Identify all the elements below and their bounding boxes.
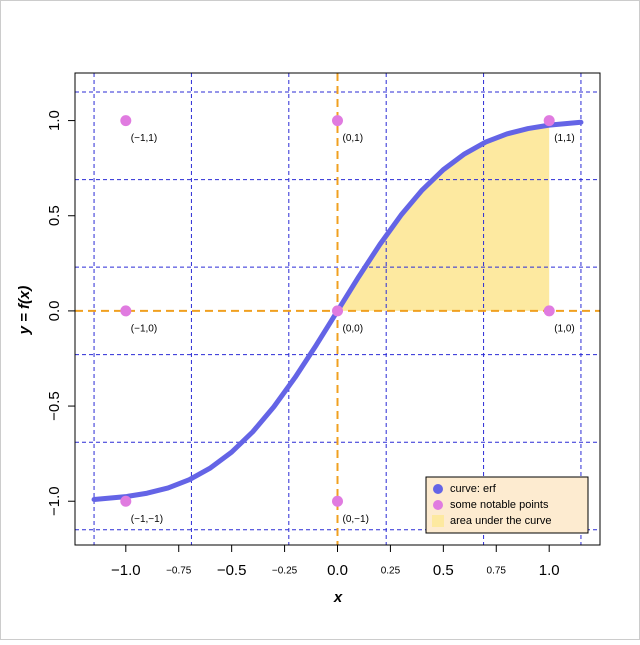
- x-tick-label: −0.25: [272, 566, 298, 577]
- y-tick-label: −1.0: [46, 486, 63, 516]
- point: [120, 115, 132, 127]
- x-tick-label: −0.75: [166, 566, 192, 577]
- point: [332, 115, 343, 127]
- x-axis-label: x: [333, 589, 343, 606]
- legend-label: some notable points: [450, 499, 549, 511]
- legend-swatch: [433, 500, 443, 510]
- y-tick-label: 0.0: [46, 300, 63, 321]
- point-label: (0,−1): [343, 514, 369, 525]
- point: [543, 305, 555, 317]
- point-label: (−1,0): [131, 324, 157, 335]
- y-tick-label: −0.5: [46, 391, 63, 421]
- legend-label: curve: erf: [450, 483, 497, 495]
- x-tick-label: −0.5: [217, 562, 247, 579]
- point-label: (0,1): [343, 133, 364, 144]
- point-label: (−1,1): [131, 133, 157, 144]
- point: [120, 495, 132, 507]
- x-tick-label: 0.25: [381, 566, 401, 577]
- x-tick-label: 0.0: [327, 562, 348, 579]
- y-tick-label: 1.0: [46, 110, 63, 131]
- point-label: (1,1): [554, 133, 575, 144]
- point: [120, 305, 132, 317]
- point-label: (1,0): [554, 324, 575, 335]
- x-tick-label: 0.5: [433, 562, 454, 579]
- legend-swatch: [433, 484, 443, 494]
- point-label: (−1,−1): [131, 514, 163, 525]
- point: [332, 305, 343, 317]
- legend-label: area under the curve: [450, 515, 552, 527]
- x-tick-label: 1.0: [539, 562, 560, 579]
- y-tick-label: 0.5: [46, 205, 63, 226]
- legend-box: [425, 476, 589, 534]
- x-tick-label: −1.0: [111, 562, 141, 579]
- point: [332, 495, 343, 507]
- x-tick-label: 0.75: [487, 566, 507, 577]
- area: [337, 125, 550, 311]
- point-label: (0,0): [343, 324, 364, 335]
- point: [543, 115, 555, 127]
- y-axis-label: y = f(x): [16, 286, 33, 336]
- legend-swatch: [432, 515, 444, 527]
